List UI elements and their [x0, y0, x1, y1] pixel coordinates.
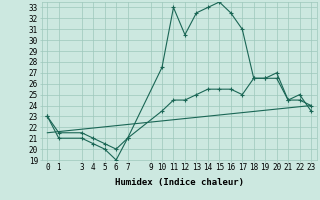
X-axis label: Humidex (Indice chaleur): Humidex (Indice chaleur) — [115, 178, 244, 187]
